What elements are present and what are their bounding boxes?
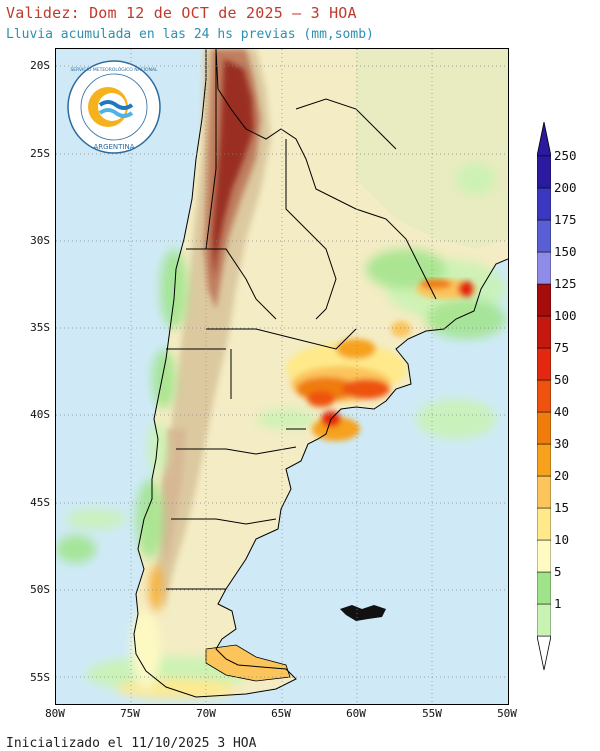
lon-label-65w: 65W (271, 707, 291, 720)
map-subtitle: Lluvia acumulada en las 24 hs previas (m… (6, 27, 374, 42)
colorbar-swatch-10 (537, 539, 551, 573)
init-time: Inicializado el 11/10/2025 3 HOA (6, 736, 257, 751)
colorbar-label-250: 250 (554, 148, 577, 163)
colorbar-swatch-30 (537, 443, 551, 477)
lat-label-20s: 20S (30, 59, 50, 72)
lon-label-50w: 50W (497, 707, 517, 720)
colorbar-label-15: 15 (554, 500, 570, 515)
andes-peaks (212, 59, 254, 279)
colorbar-min-extend (537, 635, 551, 670)
map-title: Validez: Dom 12 de OCT de 2025 — 3 HOA (6, 4, 357, 22)
lon-label-70w: 70W (196, 707, 216, 720)
colorbar-swatch-125 (537, 283, 551, 317)
colorbar-label-40: 40 (554, 404, 570, 419)
colorbar-swatch-150 (537, 251, 551, 285)
smn-logo-icon: ARGENTINA SERVICIO METEOROLÓGICO NACIONA… (67, 60, 161, 154)
colorbar-swatch-20 (537, 475, 551, 509)
lat-label-40s: 40S (30, 408, 50, 421)
colorbar-swatch-100 (537, 315, 551, 349)
colorbar-label-10: 10 (554, 532, 570, 547)
colorbar-label-50: 50 (554, 372, 570, 387)
precipitation-colorbar (537, 122, 551, 670)
colorbar-swatch-175 (537, 219, 551, 253)
colorbar-swatch-40 (537, 411, 551, 445)
colorbar-label-30: 30 (554, 436, 570, 451)
lon-label-75w: 75W (120, 707, 140, 720)
map-canvas (56, 49, 508, 704)
logo-ring-text-top: SERVICIO METEOROLÓGICO NACIONAL (70, 66, 158, 73)
lat-label-35s: 35S (30, 321, 50, 334)
colorbar-swatch-1 (537, 603, 551, 637)
colorbar-label-100: 100 (554, 308, 577, 323)
political-borders (133, 49, 508, 698)
colorbar-swatch-50 (537, 379, 551, 413)
heavy-rain-pampas (286, 321, 411, 441)
heavy-rain-uruguay (416, 279, 476, 299)
colorbar-label-75: 75 (554, 340, 570, 355)
colorbar-label-150: 150 (554, 244, 577, 259)
patagonian-andes (160, 429, 186, 569)
lat-label-50s: 50S (30, 583, 50, 596)
graticule (56, 49, 508, 704)
lat-label-55s: 55S (30, 671, 50, 684)
colorbar-max-extend (537, 122, 551, 157)
lat-label-25s: 25S (30, 147, 50, 160)
colorbar-label-20: 20 (554, 468, 570, 483)
colorbar-label-125: 125 (554, 276, 577, 291)
lon-label-80w: 80W (45, 707, 65, 720)
colorbar-label-1: 1 (554, 596, 562, 611)
colorbar-label-175: 175 (554, 212, 577, 227)
lat-label-30s: 30S (30, 234, 50, 247)
lon-label-55w: 55W (422, 707, 442, 720)
lon-label-60w: 60W (346, 707, 366, 720)
colorbar-swatch-5 (537, 571, 551, 605)
lat-label-45s: 45S (30, 496, 50, 509)
precipitation-map (55, 48, 509, 705)
colorbar-swatch-15 (537, 507, 551, 541)
colorbar-swatch-200 (537, 187, 551, 221)
colorbar-label-5: 5 (554, 564, 562, 579)
colorbar-swatch-250 (537, 155, 551, 189)
colorbar-label-200: 200 (554, 180, 577, 195)
tierra-del-fuego (205, 644, 291, 682)
logo-ring-text-bottom: ARGENTINA (93, 143, 134, 151)
colorbar-swatch-75 (537, 347, 551, 381)
falkland-islands (340, 605, 386, 621)
